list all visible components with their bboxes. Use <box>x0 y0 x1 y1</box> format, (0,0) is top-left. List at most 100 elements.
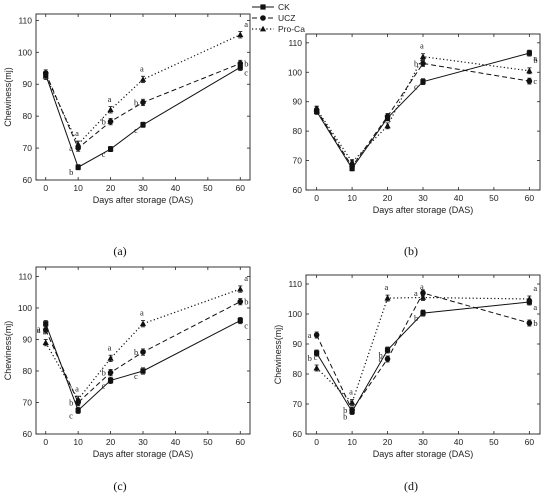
significance-letter: c <box>69 410 73 420</box>
data-point <box>140 349 146 355</box>
data-point <box>314 350 320 356</box>
x-tick-label: 10 <box>73 437 83 447</box>
significance-letter: b <box>308 353 312 363</box>
data-point <box>75 145 81 151</box>
y-tick-label: 60 <box>293 185 303 195</box>
significance-letter: c <box>134 125 138 135</box>
series-line <box>316 52 530 170</box>
series-line <box>316 296 530 404</box>
series-ucz: bc <box>313 58 537 170</box>
data-point <box>107 106 114 113</box>
x-tick-label: 50 <box>203 183 213 193</box>
data-point <box>237 60 244 67</box>
data-point <box>348 158 356 165</box>
y-tick-label: 100 <box>18 47 32 57</box>
data-point <box>237 285 244 292</box>
significance-letter: a <box>385 282 389 292</box>
data-point <box>237 317 243 324</box>
significance-letter: b <box>414 313 418 323</box>
x-tick-label: 60 <box>525 193 535 203</box>
significance-letter: a <box>108 94 112 104</box>
data-point <box>384 122 391 129</box>
series-ck: a c c c c <box>37 317 248 420</box>
y-tick-label: 90 <box>23 334 33 344</box>
y-tick-label: 110 <box>18 271 32 281</box>
x-tick-label: 40 <box>454 193 464 203</box>
x-axis-title: Days after storage (DAS) <box>373 449 474 459</box>
x-tick-label: 20 <box>383 193 393 203</box>
data-point <box>75 164 81 170</box>
y-tick-label: 110 <box>288 279 302 289</box>
chart-panel: 0 10 20 30 40 50 60 60 70 80 90 100 110 Days after st… <box>3 13 251 205</box>
series-line <box>316 56 530 163</box>
data-point <box>349 163 355 170</box>
data-point <box>348 399 356 405</box>
data-point <box>140 368 146 374</box>
data-point <box>107 146 114 152</box>
significance-letter: b <box>69 397 73 407</box>
x-tick-label: 10 <box>347 193 357 203</box>
data-point <box>237 64 243 70</box>
significance-letter: a <box>244 273 248 283</box>
significance-letter: b <box>134 97 138 107</box>
chart-panel: 0 10 20 30 40 50 60 60 70 80 90 100 110 Days after st… <box>273 274 541 459</box>
series-line <box>45 288 241 401</box>
data-point <box>313 332 320 338</box>
significance-letter: b <box>102 117 106 127</box>
significance-letter: a <box>37 325 41 335</box>
significance-letter: b <box>379 350 383 360</box>
y-tick-label: 70 <box>293 156 303 166</box>
y-tick-label: 80 <box>23 111 33 121</box>
significance-letter: c <box>414 82 418 92</box>
panel-label: (c) <box>113 479 126 493</box>
y-tick-label: 100 <box>288 309 302 319</box>
significance-letter: a <box>420 41 424 51</box>
x-tick-label: 60 <box>236 437 246 447</box>
data-point <box>42 339 49 346</box>
data-point <box>420 310 426 316</box>
data-point <box>526 320 533 326</box>
significance-letter: b <box>134 347 138 357</box>
y-tick-label: 110 <box>18 15 32 25</box>
data-point <box>42 72 49 79</box>
data-point <box>384 294 391 301</box>
significance-letter: a <box>69 143 73 153</box>
legend-item: UCZ <box>252 13 295 23</box>
y-tick-label: 70 <box>23 143 33 153</box>
y-tick-label: 60 <box>23 175 33 185</box>
data-point <box>75 140 82 147</box>
data-point <box>384 356 391 362</box>
data-point <box>107 377 114 384</box>
significance-letter: b <box>343 412 347 422</box>
panel-label: (d) <box>404 479 418 493</box>
series-pro-ca: b a a a a <box>42 273 248 403</box>
chart-panel: 0 10 20 30 40 50 60 60 70 80 90 100 110 Days after st… <box>3 266 251 459</box>
legend-marker <box>260 15 266 21</box>
x-tick-label: 10 <box>73 183 83 193</box>
series-pro-ca: a a a a <box>42 19 248 148</box>
y-tick-label: 110 <box>288 38 302 48</box>
x-axis-title: Days after storage (DAS) <box>93 195 194 205</box>
x-tick-label: 50 <box>203 437 213 447</box>
series-pro-ca: caa a a <box>313 282 537 406</box>
significance-letter: b <box>414 58 418 68</box>
significance-letter: b <box>69 167 73 177</box>
data-point <box>107 355 114 361</box>
x-tick-label: 40 <box>171 183 181 193</box>
significance-letter: c <box>244 67 248 77</box>
data-point <box>526 78 533 84</box>
data-point <box>419 294 427 300</box>
significance-letter: b <box>43 327 47 337</box>
data-point <box>43 321 49 327</box>
data-point <box>526 295 533 302</box>
significance-letter: b <box>533 318 537 328</box>
x-tick-label: 60 <box>525 437 535 447</box>
data-point <box>75 407 81 413</box>
x-tick-label: 30 <box>138 437 148 447</box>
significance-letter: a <box>244 19 248 29</box>
y-tick-label: 90 <box>293 339 303 349</box>
significance-letter: b <box>102 368 106 378</box>
